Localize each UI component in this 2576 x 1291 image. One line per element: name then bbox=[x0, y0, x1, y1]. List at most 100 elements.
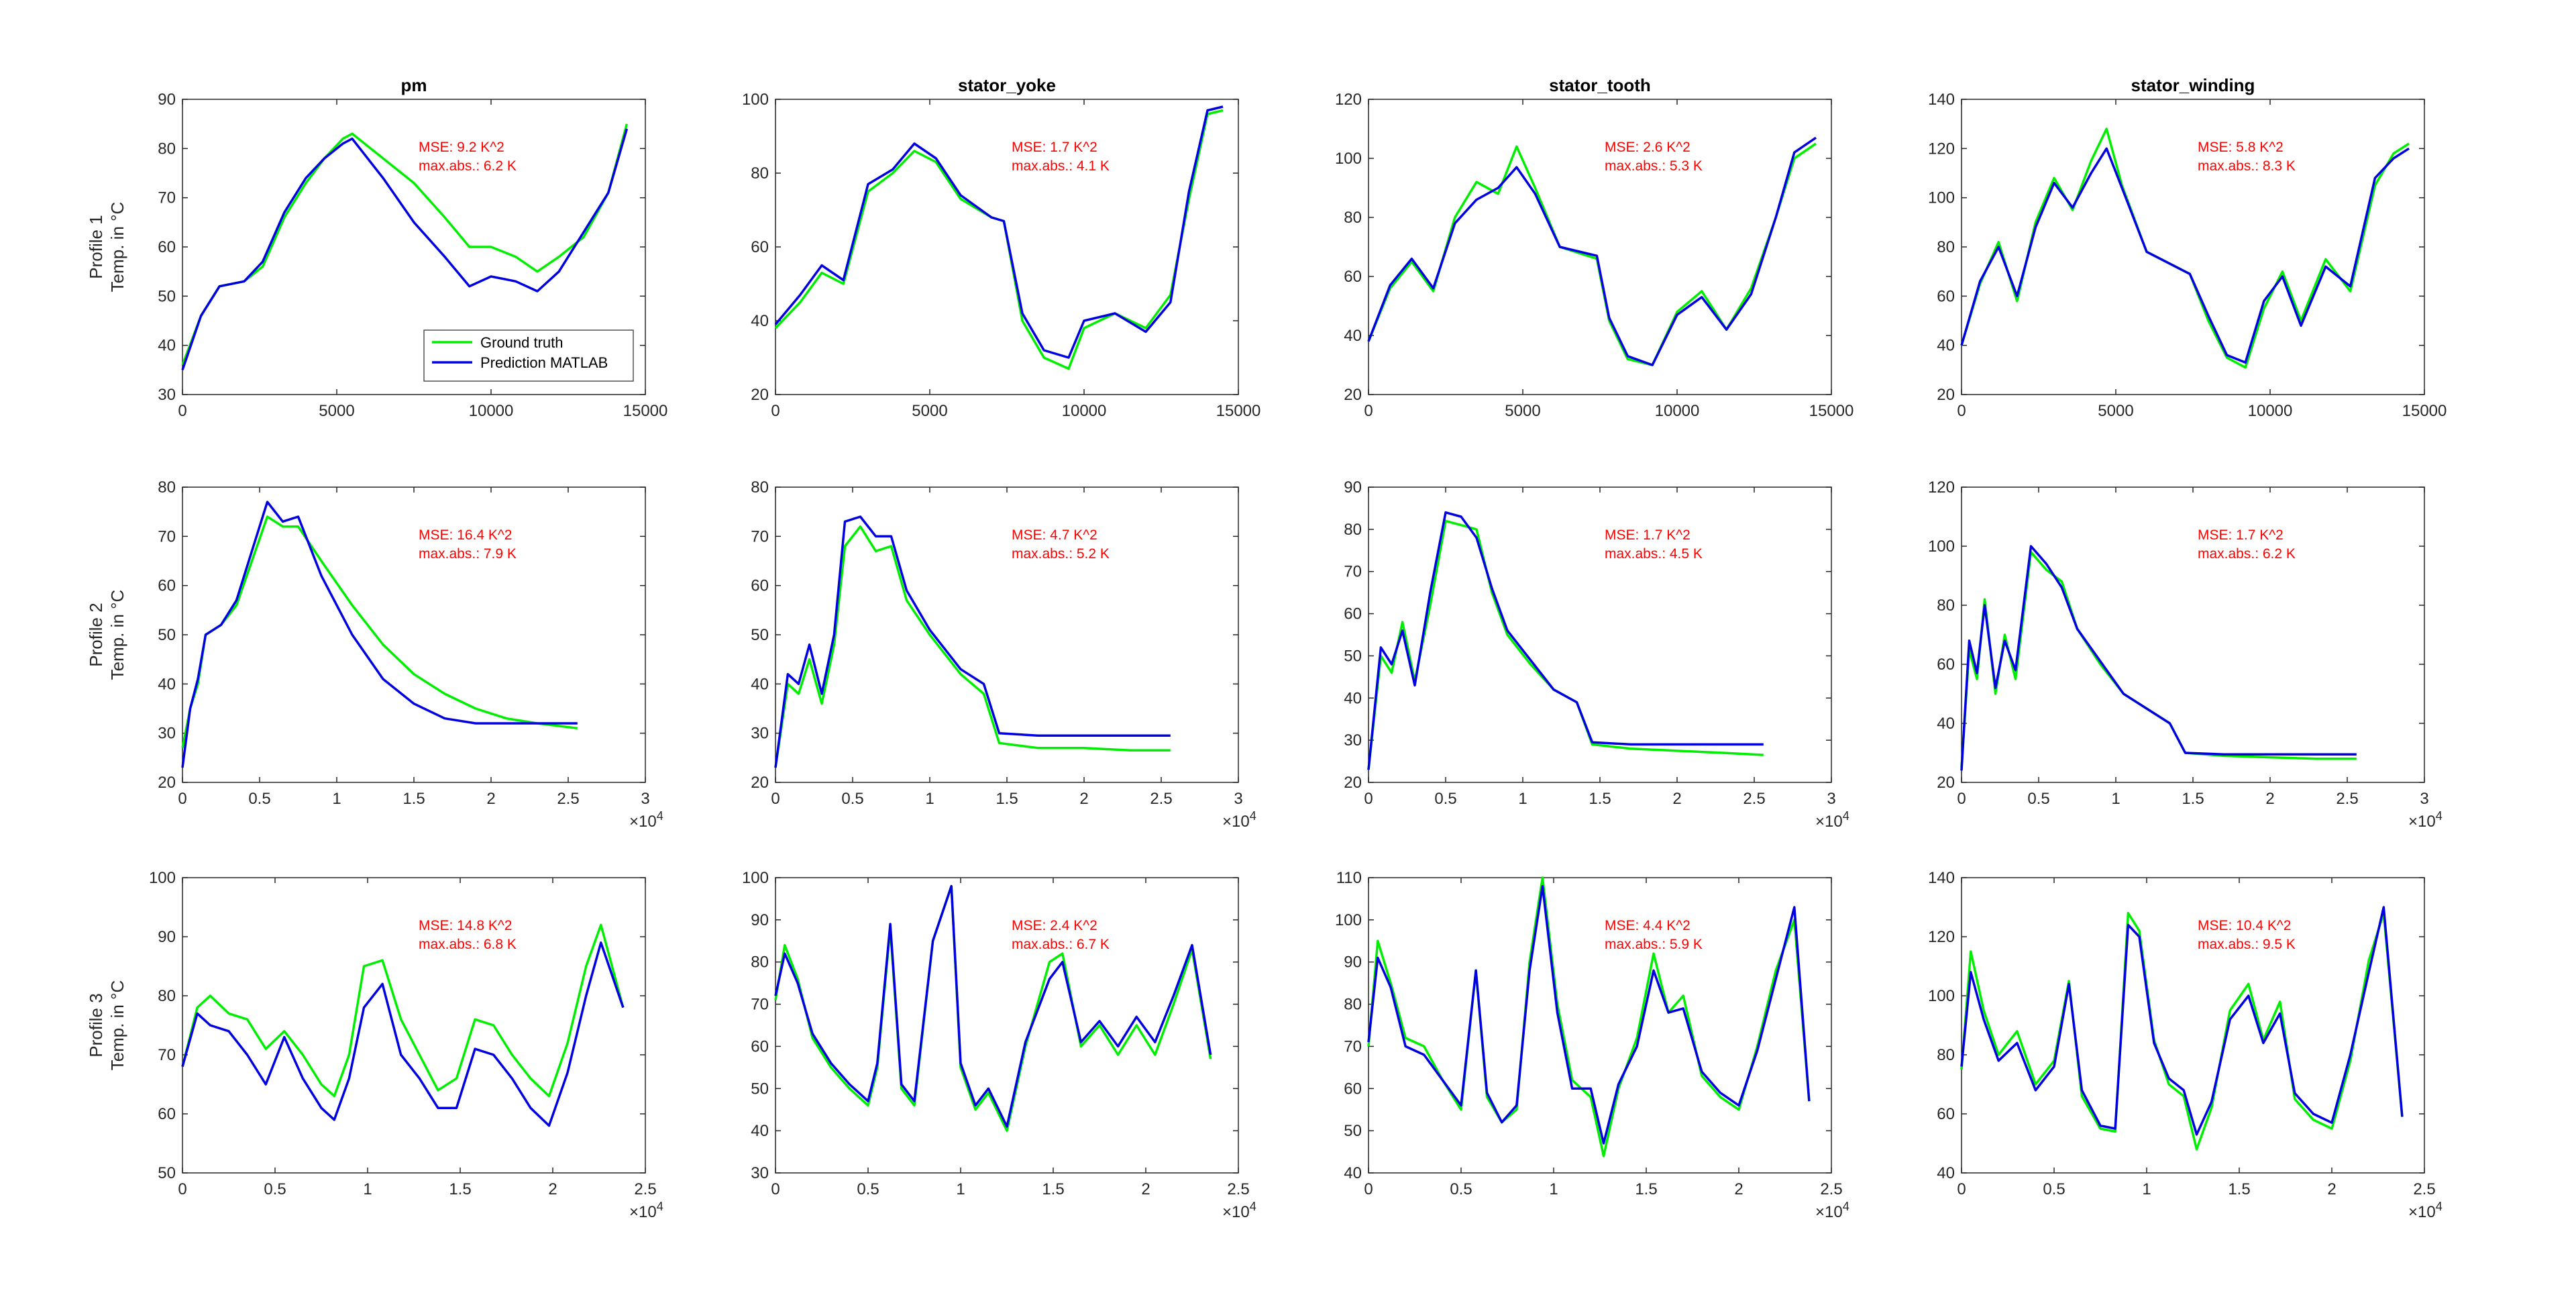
y-tick-label: 50 bbox=[158, 287, 176, 305]
y-tick-label: 70 bbox=[751, 996, 769, 1014]
y-tick-label: 50 bbox=[158, 626, 176, 644]
series-line-prediction bbox=[1960, 147, 2410, 364]
chart-panel-9: 0 0.5 1 1.5 2 2.5 30 40 50 60 70 80 90 100 ×104 MSE: 2.… bbox=[742, 869, 1256, 1221]
y-tick-label: 50 bbox=[1344, 647, 1362, 665]
y-tick-label: 140 bbox=[1928, 91, 1955, 109]
error-annotation: max.abs.: 8.3 K bbox=[2198, 158, 2296, 174]
y-tick-label: 70 bbox=[751, 527, 769, 546]
x-tick-label: 0.5 bbox=[857, 1180, 879, 1198]
x-tick-label: 5000 bbox=[2098, 402, 2133, 420]
error-annotation: MSE: 9.2 K^2 bbox=[419, 140, 504, 155]
plot-area bbox=[1368, 99, 1832, 395]
y-tick-label: 40 bbox=[1344, 689, 1362, 707]
y-tick-label: 50 bbox=[158, 1164, 176, 1182]
y-tick-label: 40 bbox=[1937, 1164, 1955, 1182]
y-tick-label: 60 bbox=[158, 238, 176, 256]
error-annotation: MSE: 4.4 K^2 bbox=[1605, 918, 1690, 933]
y-axis-label: Temp. in °C bbox=[107, 980, 127, 1071]
y-tick-label: 60 bbox=[751, 1037, 769, 1055]
series-line-prediction bbox=[1367, 884, 1811, 1145]
y-tick-label: 100 bbox=[1928, 537, 1955, 556]
y-tick-label: 40 bbox=[1937, 715, 1955, 733]
x-tick-label: 2.5 bbox=[1150, 790, 1172, 808]
y-tick-label: 80 bbox=[1344, 521, 1362, 539]
plot-area bbox=[1961, 486, 2425, 783]
y-tick-label: 30 bbox=[751, 725, 769, 743]
series-line-prediction bbox=[1960, 906, 2404, 1136]
x-tick-label: 10000 bbox=[1655, 402, 1700, 420]
y-tick-label: 100 bbox=[149, 869, 176, 887]
x-tick-label: 1.5 bbox=[1589, 790, 1611, 808]
error-annotation: MSE: 4.7 K^2 bbox=[1012, 527, 1097, 543]
y-tick-label: 90 bbox=[1344, 953, 1362, 972]
y-tick-label: 70 bbox=[158, 1046, 176, 1064]
x-axis-exponent: ×104 bbox=[1222, 1200, 1256, 1221]
series-line-prediction bbox=[1960, 545, 2357, 771]
chart-panel-11: 0 0.5 1 1.5 2 2.5 40 60 80 100 120 140 ×104 MSE: 10.4… bbox=[1928, 869, 2443, 1221]
y-tick-label: 80 bbox=[751, 164, 769, 183]
x-tick-label: 0.5 bbox=[841, 790, 863, 808]
y-tick-label: 30 bbox=[158, 386, 176, 404]
y-tick-label: 20 bbox=[158, 774, 176, 792]
x-tick-label: 1 bbox=[1518, 790, 1527, 808]
x-tick-label: 0.5 bbox=[1450, 1180, 1472, 1198]
x-axis-exponent: ×104 bbox=[629, 1200, 663, 1221]
x-tick-label: 0 bbox=[1957, 1180, 1966, 1198]
y-tick-label: 120 bbox=[1335, 91, 1362, 109]
x-tick-label: 0.5 bbox=[264, 1180, 286, 1198]
x-tick-label: 0 bbox=[1364, 1180, 1373, 1198]
y-tick-label: 90 bbox=[751, 911, 769, 929]
x-tick-label: 0.5 bbox=[2043, 1180, 2065, 1198]
error-annotation: MSE: 10.4 K^2 bbox=[2198, 918, 2291, 933]
y-tick-label: 40 bbox=[1344, 327, 1362, 345]
y-axis-label: Temp. in °C bbox=[107, 590, 127, 680]
y-tick-label: 60 bbox=[751, 238, 769, 256]
error-annotation: max.abs.: 6.2 K bbox=[419, 158, 517, 174]
y-tick-label: 110 bbox=[1336, 869, 1362, 887]
y-tick-label: 80 bbox=[158, 140, 176, 158]
y-tick-label: 30 bbox=[158, 725, 176, 743]
chart-panel-7: 0 0.5 1 1.5 2 2.5 3 20 40 60 80 100 120 ×104 MSE: 1.7 … bbox=[1928, 478, 2443, 831]
series-line-ground-truth bbox=[1367, 519, 1764, 770]
chart-panel-2: 0 5000 10000 15000 20 40 60 80 100 120 stator_toot… bbox=[1335, 75, 1854, 420]
series-line-prediction bbox=[1367, 511, 1764, 770]
error-annotation: MSE: 1.7 K^2 bbox=[2198, 527, 2284, 543]
y-axis-label: Profile 3 bbox=[86, 993, 106, 1057]
legend-label: Ground truth bbox=[480, 334, 564, 351]
x-axis-exponent: ×104 bbox=[1815, 809, 1849, 831]
series-line-prediction bbox=[774, 105, 1224, 359]
x-tick-label: 0 bbox=[771, 790, 780, 808]
series-line-ground-truth bbox=[1960, 912, 2404, 1151]
x-tick-label: 0.5 bbox=[248, 790, 270, 808]
y-tick-label: 60 bbox=[1344, 605, 1362, 623]
series-line-ground-truth bbox=[181, 923, 625, 1098]
y-tick-label: 90 bbox=[158, 928, 176, 946]
y-tick-label: 80 bbox=[751, 478, 769, 497]
x-tick-label: 0 bbox=[1957, 790, 1966, 808]
legend-box bbox=[423, 329, 634, 382]
x-tick-label: 1 bbox=[1549, 1180, 1558, 1198]
chart-panel-5: 0 0.5 1 1.5 2 2.5 3 20 30 40 50 60 70 80 ×104 MSE: 4.7 … bbox=[751, 478, 1256, 831]
x-tick-label: 2.5 bbox=[1743, 790, 1765, 808]
panel-title: stator_yoke bbox=[958, 75, 1056, 95]
error-annotation: max.abs.: 7.9 K bbox=[419, 546, 517, 562]
series-line-prediction bbox=[181, 941, 625, 1127]
x-tick-label: 15000 bbox=[1809, 402, 1854, 420]
x-tick-label: 2 bbox=[1141, 1180, 1150, 1198]
x-tick-label: 0 bbox=[1364, 790, 1373, 808]
error-annotation: MSE: 14.8 K^2 bbox=[419, 918, 512, 933]
x-tick-label: 0 bbox=[178, 402, 186, 420]
y-tick-label: 40 bbox=[751, 1122, 769, 1140]
series-line-ground-truth bbox=[774, 884, 1212, 1132]
y-tick-label: 60 bbox=[158, 1105, 176, 1123]
chart-panel-3: 0 5000 10000 15000 20 40 60 80 100 120 140 stator_w… bbox=[1928, 75, 2447, 420]
x-tick-label: 2 bbox=[2327, 1180, 2336, 1198]
y-tick-label: 50 bbox=[751, 1080, 769, 1098]
error-annotation: max.abs.: 4.5 K bbox=[1605, 546, 1703, 562]
x-tick-label: 1.5 bbox=[1042, 1180, 1064, 1198]
panel-title: pm bbox=[401, 75, 427, 95]
y-tick-label: 100 bbox=[1928, 987, 1955, 1005]
x-axis-exponent: ×104 bbox=[2408, 1200, 2443, 1221]
x-tick-label: 0 bbox=[771, 1180, 780, 1198]
